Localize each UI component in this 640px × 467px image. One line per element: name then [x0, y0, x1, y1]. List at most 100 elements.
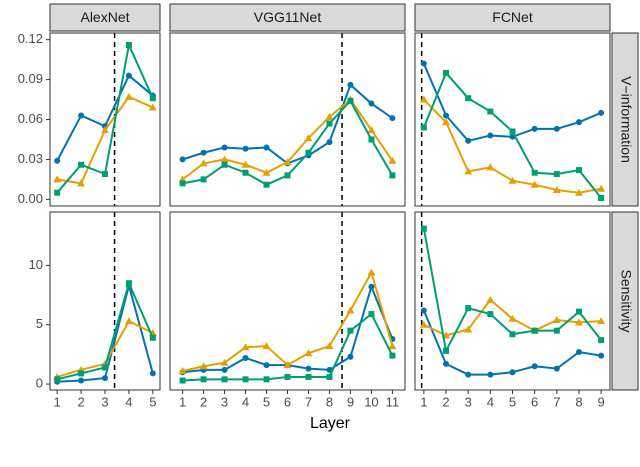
marker: [552, 186, 561, 194]
marker: [420, 124, 427, 131]
x-tick-label: 3: [221, 394, 228, 409]
facet-row-label: V−information: [618, 76, 634, 163]
marker: [326, 120, 333, 127]
marker: [368, 136, 375, 143]
marker: [575, 119, 582, 126]
marker: [509, 331, 516, 338]
marker: [149, 370, 156, 377]
y-tick-label: 0.09: [18, 71, 43, 86]
marker: [598, 352, 605, 359]
marker: [598, 195, 605, 202]
x-tick-label: 9: [347, 394, 354, 409]
marker: [419, 95, 428, 103]
marker: [419, 320, 428, 328]
marker: [284, 172, 291, 179]
marker: [221, 161, 228, 168]
marker: [325, 342, 334, 350]
facet-strip: [611, 32, 639, 207]
marker: [553, 365, 560, 372]
marker: [465, 95, 472, 102]
marker: [262, 342, 271, 350]
marker: [220, 358, 229, 366]
marker: [179, 180, 186, 187]
facet-title: AlexNet: [80, 9, 129, 25]
marker: [597, 317, 606, 325]
panel-border: [169, 32, 406, 207]
facet-strip: [169, 3, 406, 32]
marker: [443, 112, 450, 119]
marker: [347, 353, 354, 360]
marker: [54, 157, 61, 164]
marker: [597, 184, 606, 192]
y-tick-label: 0: [36, 376, 43, 391]
marker: [389, 115, 396, 122]
marker: [221, 144, 228, 151]
marker: [125, 72, 132, 79]
marker: [305, 373, 312, 380]
marker: [464, 325, 473, 333]
marker: [305, 149, 312, 156]
marker: [347, 81, 354, 88]
marker: [487, 311, 494, 318]
marker: [263, 181, 270, 188]
marker: [552, 315, 561, 323]
marker: [283, 361, 292, 369]
marker: [508, 176, 517, 184]
marker: [124, 92, 133, 100]
marker: [465, 371, 472, 378]
marker: [179, 156, 186, 163]
marker: [442, 118, 451, 126]
y-tick-label: 5: [36, 316, 43, 331]
marker: [575, 167, 582, 174]
marker: [465, 137, 472, 144]
marker: [388, 342, 397, 350]
x-tick-label: 2: [200, 394, 207, 409]
marker: [420, 307, 427, 314]
marker: [149, 95, 156, 102]
marker: [220, 155, 229, 163]
facet-strip: [611, 211, 639, 391]
marker: [530, 180, 539, 188]
marker: [241, 160, 250, 168]
facet-strip: [49, 3, 161, 32]
marker: [368, 311, 375, 318]
marker: [325, 112, 334, 120]
marker: [598, 109, 605, 116]
y-tick-label: 0.00: [18, 191, 43, 206]
marker: [486, 295, 495, 303]
x-tick-label: 9: [598, 394, 605, 409]
marker: [54, 376, 61, 383]
marker: [283, 158, 292, 166]
x-tick-label: 5: [149, 394, 156, 409]
marker: [368, 283, 375, 290]
y-tick-label: 0.12: [18, 31, 43, 46]
marker: [388, 156, 397, 164]
marker: [242, 169, 249, 176]
marker: [531, 363, 538, 370]
facet-title: VGG11Net: [254, 9, 322, 25]
marker: [304, 349, 313, 357]
marker: [486, 163, 495, 171]
x-tick-label: 3: [465, 394, 472, 409]
marker: [508, 314, 517, 322]
y-tick-label: 0.03: [18, 151, 43, 166]
x-axis-title: Layer: [310, 415, 351, 432]
marker: [200, 149, 207, 156]
marker: [284, 373, 291, 380]
marker: [553, 125, 560, 132]
marker: [326, 373, 333, 380]
marker: [347, 327, 354, 334]
marker: [221, 366, 228, 373]
marker: [102, 171, 108, 178]
marker: [574, 318, 583, 326]
x-tick-label: 3: [101, 394, 108, 409]
marker: [553, 327, 560, 334]
y-tick-label: 0.06: [18, 111, 43, 126]
marker: [102, 364, 108, 371]
x-tick-label: 11: [386, 394, 400, 409]
marker: [78, 377, 85, 384]
x-tick-label: 4: [487, 394, 494, 409]
marker: [367, 268, 376, 276]
x-tick-label: 1: [54, 394, 61, 409]
marker: [443, 69, 450, 76]
